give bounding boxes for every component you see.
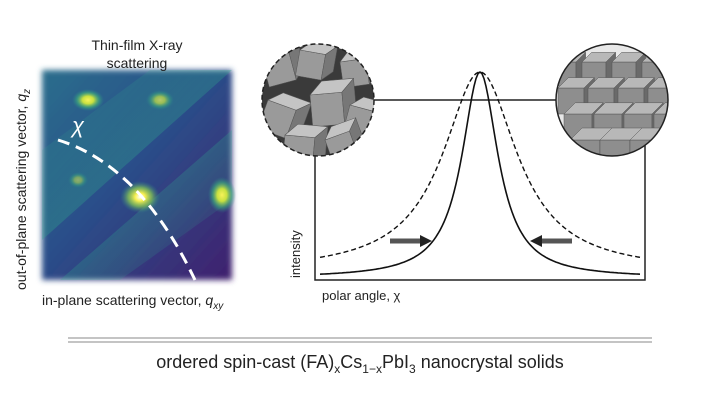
panel-title: Thin-film X-ray scattering [91,37,182,71]
cube [659,127,668,156]
scattering-map [42,70,236,281]
chi-label: χ [70,113,85,138]
caption: ordered spin-cast (FA)xCs1−xPbI3 nanocry… [156,352,564,376]
cube [653,102,668,143]
arrows [390,235,572,247]
x-axis-label: in-plane scattering vector, qxy [42,292,224,312]
inset-border [555,43,669,157]
plot-frame [314,100,646,281]
inset-border [261,43,375,157]
x-axis-label: polar angle, χ [322,288,401,303]
y-axis-label: out-of-plane scattering vector, qz [13,89,33,290]
disordered-cubes [262,44,374,156]
ordered-cubes [556,44,668,156]
y-axis-label: intensity [288,230,303,278]
narrow-peak [319,70,641,275]
cube [629,127,668,156]
